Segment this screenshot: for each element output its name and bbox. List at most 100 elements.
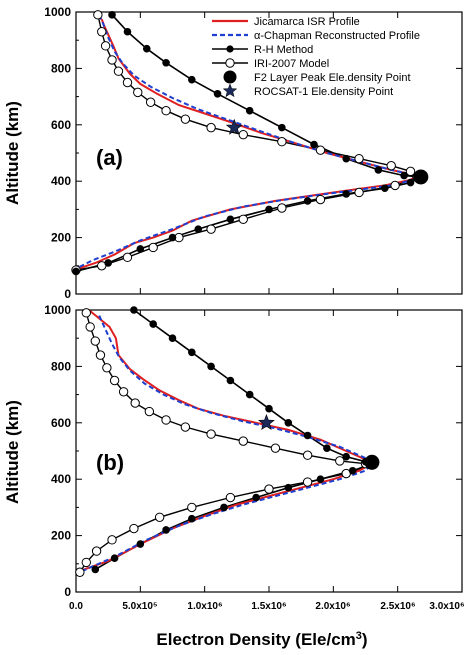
rocsat-point bbox=[258, 413, 275, 430]
rocsat-point bbox=[225, 118, 243, 135]
rh-point bbox=[110, 554, 119, 562]
iri-point bbox=[91, 546, 102, 556]
rh-point bbox=[136, 540, 145, 548]
rh-point bbox=[91, 565, 100, 574]
rh-point bbox=[130, 306, 138, 314]
rh-point bbox=[303, 197, 312, 205]
rh-point bbox=[245, 390, 254, 399]
iri-point bbox=[100, 41, 111, 51]
rh-point bbox=[188, 75, 196, 84]
iri-point bbox=[264, 484, 274, 494]
rh-point bbox=[142, 44, 151, 53]
f2-peak-point bbox=[413, 169, 429, 185]
x-tick-label: 3.0x10⁶ bbox=[429, 601, 464, 612]
x-tick-label: 1.5x10⁶ bbox=[251, 601, 286, 612]
chapman-line bbox=[75, 14, 419, 270]
rh-point bbox=[226, 376, 235, 385]
iri-point bbox=[302, 477, 313, 487]
y-tick-label: 600 bbox=[51, 416, 71, 430]
chapman-line bbox=[81, 315, 374, 572]
rh-point bbox=[381, 184, 389, 193]
rh-point bbox=[303, 431, 312, 440]
rh-line bbox=[75, 14, 424, 273]
rh-point bbox=[400, 171, 408, 180]
iri-point bbox=[130, 398, 140, 408]
rh-point bbox=[265, 205, 273, 214]
panel-b-label: (b) bbox=[96, 450, 124, 475]
iri-point bbox=[95, 350, 106, 360]
rh-point bbox=[149, 320, 157, 328]
iri-point bbox=[238, 436, 248, 446]
y-tick-label: 600 bbox=[51, 118, 71, 132]
iri-point bbox=[81, 308, 91, 318]
panel-b-plot: 0 200 400 600 800 1000 bbox=[44, 303, 463, 599]
panel-b-y-axis-label: Altitude (km) bbox=[3, 400, 22, 504]
x-tick-label: 2.5x10⁶ bbox=[380, 601, 415, 612]
iri-point bbox=[405, 166, 416, 177]
iri-point bbox=[107, 535, 117, 545]
iri-point bbox=[206, 122, 216, 133]
rh-point bbox=[265, 404, 273, 413]
rh-point bbox=[348, 466, 357, 475]
panel-b-frame bbox=[75, 309, 463, 593]
legend-rocsat-marker bbox=[222, 83, 238, 98]
rh-point bbox=[220, 503, 228, 512]
iri-point bbox=[148, 242, 158, 253]
rh-point bbox=[168, 233, 177, 242]
y-tick-label: 400 bbox=[51, 472, 71, 486]
x-tick-label: 2.0x10⁶ bbox=[315, 601, 350, 612]
rh-point bbox=[284, 483, 293, 492]
y-tick-label: 1000 bbox=[44, 5, 71, 19]
rh-point bbox=[310, 140, 318, 149]
panel-a-plot: 0 200 400 600 800 1000 bbox=[44, 5, 463, 301]
legend-peak-label: F2 Layer Peak Ele.density Point bbox=[254, 72, 411, 84]
iri-point bbox=[354, 153, 364, 164]
legend-peak-marker bbox=[223, 70, 237, 84]
rh-point bbox=[284, 419, 293, 427]
iri-point bbox=[133, 87, 143, 98]
rh-point bbox=[162, 58, 170, 67]
rh-point bbox=[72, 267, 80, 276]
rh-point bbox=[207, 362, 215, 371]
legend-isr-label: Jicamarca ISR Profile bbox=[254, 16, 360, 28]
iri-point bbox=[85, 322, 95, 332]
x-tick-label: 5.0x10⁵ bbox=[122, 601, 158, 612]
rh-point bbox=[213, 89, 222, 98]
iri-point bbox=[161, 415, 171, 425]
panel-a-y-axis-label: Altitude (km) bbox=[3, 101, 22, 205]
rh-point bbox=[123, 27, 132, 36]
iri-point bbox=[335, 456, 345, 466]
x-tick-label: 1.0x10⁶ bbox=[187, 601, 222, 612]
legend-chapman-label: α-Chapman Reconstructed Profile bbox=[254, 30, 420, 42]
x-tick-label: 0.0 bbox=[69, 601, 83, 612]
rh-point bbox=[252, 493, 260, 502]
legend-iri-marker bbox=[225, 58, 235, 68]
legend-iri-label: IRI-2007 Model bbox=[254, 58, 329, 70]
rh-point bbox=[226, 215, 235, 224]
rh-point bbox=[342, 190, 351, 198]
rh-point bbox=[168, 334, 177, 343]
rh-point bbox=[245, 106, 254, 115]
iri-point bbox=[206, 224, 216, 234]
rh-point bbox=[108, 11, 116, 19]
y-tick-label: 0 bbox=[64, 287, 71, 301]
iri-point bbox=[122, 77, 133, 88]
iri-point bbox=[93, 10, 103, 20]
y-tick-label: 400 bbox=[51, 174, 71, 188]
rh-point bbox=[162, 526, 170, 534]
iri-point bbox=[354, 187, 364, 198]
iri-point bbox=[109, 375, 120, 386]
x-axis-label: Electron Density (Ele/cm3) bbox=[156, 630, 367, 649]
iri-point bbox=[97, 27, 107, 37]
y-tick-label: 0 bbox=[64, 585, 71, 599]
iri-point bbox=[122, 252, 133, 263]
rh-point bbox=[194, 225, 203, 233]
rh-point bbox=[342, 452, 351, 461]
iri-point bbox=[225, 492, 236, 503]
legend-rh-marker bbox=[226, 45, 234, 53]
iri-point bbox=[129, 523, 139, 534]
iri-point bbox=[113, 66, 124, 76]
iri-line bbox=[75, 14, 419, 271]
y-tick-label: 800 bbox=[51, 359, 71, 373]
